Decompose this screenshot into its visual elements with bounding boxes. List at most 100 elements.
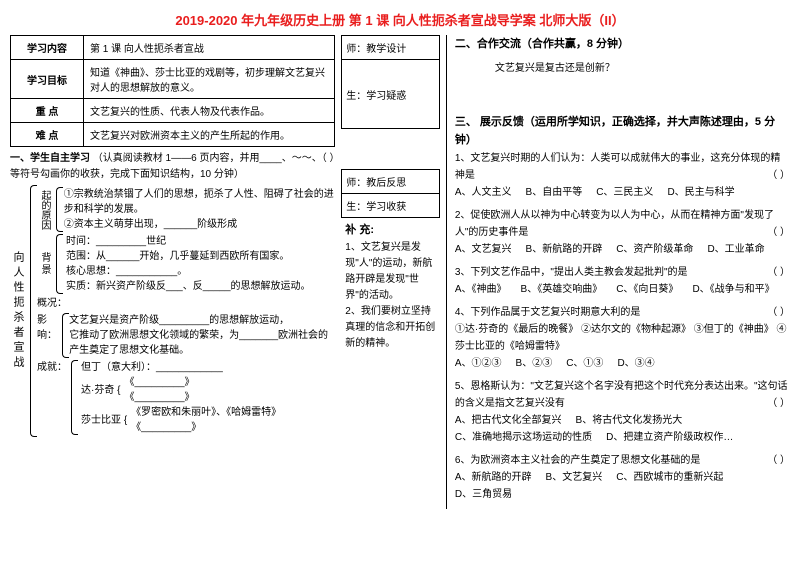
mid-r4: 生：学习收获 [342, 194, 440, 218]
q5-c: C、准确地揭示这场运动的性质 [455, 429, 592, 446]
page-title: 2019-2020 年九年级历史上册 第 1 课 向人性扼杀者宣战导学案 北师大… [10, 10, 790, 29]
column-middle: 师：教学设计 生：学习疑惑 师：教后反思 生：学习收获 补 充: 1、文艺复兴是… [341, 35, 440, 509]
ach-label: 成就： [37, 360, 67, 435]
cell-diff-label: 难 点 [11, 123, 84, 147]
q5-b: B、将古代文化发扬光大 [576, 412, 683, 429]
q2-c: C、资产阶级革命 [616, 241, 693, 258]
q4-items: ①达·芬奇的《最后的晚餐》 ②达尔文的《物种起源》 ③但丁的《神曲》 ④莎士比亚… [455, 321, 790, 355]
supp-1: 1、文艺复兴是发现"人"的运动，新航路开辟是发现"世界"的活动。 [345, 240, 436, 304]
effect-1: 文艺复兴是资产阶级_________的思想解放运动， [69, 313, 335, 328]
vinci-1: 《_________》 [125, 375, 195, 390]
q5-text: 5、恩格斯认为："文艺复兴这个名字没有把这个时代充分表达出来。"这句话的含义是指… [455, 381, 788, 409]
teacher-table: 师：教学设计 生：学习疑惑 [341, 35, 440, 129]
question-4: 4、下列作品属于文艺复兴时期意大利的是 （ ） ①达·芬奇的《最后的晚餐》 ②达… [455, 304, 790, 372]
origin-2: ②资本主义萌芽出现，______阶级形成 [64, 217, 335, 232]
q4-text: 4、下列作品属于文艺复兴时期意大利的是 [455, 307, 641, 318]
q1-d: D、民主与科学 [667, 184, 734, 201]
supp-2: 2、我们要树立坚持真理的信念和开拓创新的精神。 [345, 304, 436, 352]
question-5: 5、恩格斯认为："文艺复兴这个名字没有把这个时代充分表达出来。"这句话的含义是指… [455, 378, 790, 446]
q3-b: B、《英雄交响曲》 [521, 281, 603, 298]
supplement-block: 补 充: 1、文艺复兴是发现"人"的运动，新航路开辟是发现"世界"的活动。 2、… [341, 218, 440, 356]
origin-1: ①宗教统治禁锢了人们的思想，扼杀了人性、阻碍了社会的进步和科学的发展。 [64, 187, 335, 217]
range-line: 范围：从______开始，几乎蔓延到西欧所有国家。 [66, 249, 311, 264]
q2-b: B、新航路的开辟 [526, 241, 603, 258]
cell-content-label: 学习内容 [11, 36, 84, 60]
column-right: 二、合作交流（合作共赢，8 分钟） 文艺复兴是复古还是创新？ 三、 展示反馈（运… [446, 35, 790, 509]
cell-diff: 文艺复兴对欧洲资本主义的产生所起的作用。 [84, 123, 335, 147]
q6-paren: （ ） [767, 452, 790, 469]
q6-a: A、新航路的开辟 [455, 469, 532, 486]
main-columns: 学习内容 第 1 课 向人性扼杀者宣战 学习目标 知道《神曲》、莎士比亚的戏剧等… [10, 35, 790, 509]
vinci-label: 达·芬奇 { [81, 383, 120, 398]
info-table: 学习内容 第 1 课 向人性扼杀者宣战 学习目标 知道《神曲》、莎士比亚的戏剧等… [10, 35, 335, 147]
self-study-section: 一、学生自主学习 （认真阅读教材 1——6 页内容，并用____、～～、（ ）等… [10, 151, 335, 183]
q3-a: A、《神曲》 [455, 281, 507, 298]
effect-label: 影响： [37, 313, 58, 358]
effect-2: 它推动了欧洲思想文化领域的繁荣，为_______欧洲社会的产生奠定了思想文化基础… [69, 328, 335, 358]
q1-b: B、自由平等 [526, 184, 583, 201]
q6-d: D、三角贸易 [455, 486, 512, 503]
shakes-label: 莎士比亚 { [81, 413, 127, 428]
question-2: 2、促使欧洲人从以神为中心转变为以人为中心，从而在精神方面"发现了人"的历史事件… [455, 207, 790, 258]
cell-content: 第 1 课 向人性扼杀者宣战 [84, 36, 335, 60]
teacher-table-2: 师：教后反思 生：学习收获 [341, 169, 440, 218]
q5-a: A、把古代文化全部复兴 [455, 412, 562, 429]
mid-r2: 生：学习疑惑 [342, 60, 440, 129]
cell-key: 文艺复兴的性质、代表人物及代表作品。 [84, 99, 335, 123]
mid-r1: 师：教学设计 [342, 36, 440, 60]
time-line: 时间：_________世纪 [66, 234, 311, 249]
q5-d: D、把建立资产阶级政权作… [606, 429, 733, 446]
q3-paren: （ ） [767, 264, 790, 281]
q1-text: 1、文艺复兴时期的人们认为：人类可以成就伟大的事业，这充分体现的精神是 [455, 153, 781, 181]
brace-ach [67, 360, 77, 435]
nature-line: 实质：新兴资产阶级反___、反_____的思想解放运动。 [66, 279, 311, 294]
cell-goal-label: 学习目标 [11, 60, 84, 99]
outline-box: 向人性扼杀者宣战 起的原因 ①宗教统治禁锢了人们的思想，扼杀了人性、阻碍了社会的… [10, 185, 335, 437]
cell-key-label: 重 点 [11, 99, 84, 123]
q4-paren: （ ） [767, 304, 790, 321]
q2-a: A、文艺复兴 [455, 241, 512, 258]
self-study-heading: 一、学生自主学习 [10, 153, 90, 164]
cell-goal: 知道《神曲》、莎士比亚的戏剧等，初步理解文艺复兴对人的思想解放的意义。 [84, 60, 335, 99]
shakes-2: 《_________》 [131, 420, 281, 435]
q1-c: C、三民主义 [596, 184, 653, 201]
origin-label: 起的原因 [37, 187, 52, 232]
q1-a: A、人文主义 [455, 184, 512, 201]
q6-c: C、西欧城市的重新兴起 [616, 469, 723, 486]
brace-main [26, 185, 33, 437]
question-1: 1、文艺复兴时期的人们认为：人类可以成就伟大的事业，这充分体现的精神是 （ ） … [455, 150, 790, 201]
shakes-1: 《罗密欧和朱丽叶》、《哈姆雷特》 [131, 405, 281, 420]
side-label: 向人性扼杀者宣战 [10, 185, 26, 437]
q3-text: 3、下列文艺作品中，"提出人类主教会发起批判"的是 [455, 267, 688, 278]
dante-line: 但丁（意大利）：____________ [81, 360, 281, 375]
question-3: 3、下列文艺作品中，"提出人类主教会发起批判"的是 （ ） A、《神曲》 B、《… [455, 264, 790, 298]
q4-oa: A、①②③ [455, 355, 502, 372]
supp-heading: 补 充: [345, 222, 436, 240]
q3-c: C、《向日葵》 [616, 281, 678, 298]
brace-effect [58, 313, 65, 358]
q6-b: B、文艺复兴 [546, 469, 603, 486]
mid-r3: 师：教后反思 [342, 170, 440, 194]
q6-text: 6、为欧洲资本主义社会的产生奠定了思想文化基础的是 [455, 455, 701, 466]
section-2-q: 文艺复兴是复古还是创新？ [455, 60, 790, 77]
bg-label: 背景 [37, 234, 52, 294]
q3-d: D、《战争与和平》 [692, 281, 774, 298]
summary-label: 概况： [37, 296, 67, 311]
section-2-heading: 二、合作交流（合作共赢，8 分钟） [455, 35, 790, 54]
column-left: 学习内容 第 1 课 向人性扼杀者宣战 学习目标 知道《神曲》、莎士比亚的戏剧等… [10, 35, 335, 509]
q2-d: D、工业革命 [707, 241, 764, 258]
section-3-heading: 三、 展示反馈（运用所学知识，正确选择，并大声陈述理由，5 分钟） [455, 113, 790, 150]
q4-oc: C、①③ [566, 355, 603, 372]
q5-paren: （ ） [767, 395, 790, 412]
q4-od: D、③④ [617, 355, 654, 372]
brace-bg [52, 234, 62, 294]
outline-inner: 起的原因 ①宗教统治禁锢了人们的思想，扼杀了人性、阻碍了社会的进步和科学的发展。… [33, 185, 335, 437]
vinci-2: 《_________》 [125, 390, 195, 405]
q2-text: 2、促使欧洲人从以神为中心转变为以人为中心，从而在精神方面"发现了人"的历史事件… [455, 210, 774, 238]
brace-origin [52, 187, 60, 232]
question-6: 6、为欧洲资本主义社会的产生奠定了思想文化基础的是 （ ） A、新航路的开辟 B… [455, 452, 790, 503]
q2-paren: （ ） [767, 224, 790, 241]
core-line: 核心思想：___________。 [66, 264, 311, 279]
q4-ob: B、②③ [516, 355, 553, 372]
q1-paren: （ ） [767, 167, 790, 184]
